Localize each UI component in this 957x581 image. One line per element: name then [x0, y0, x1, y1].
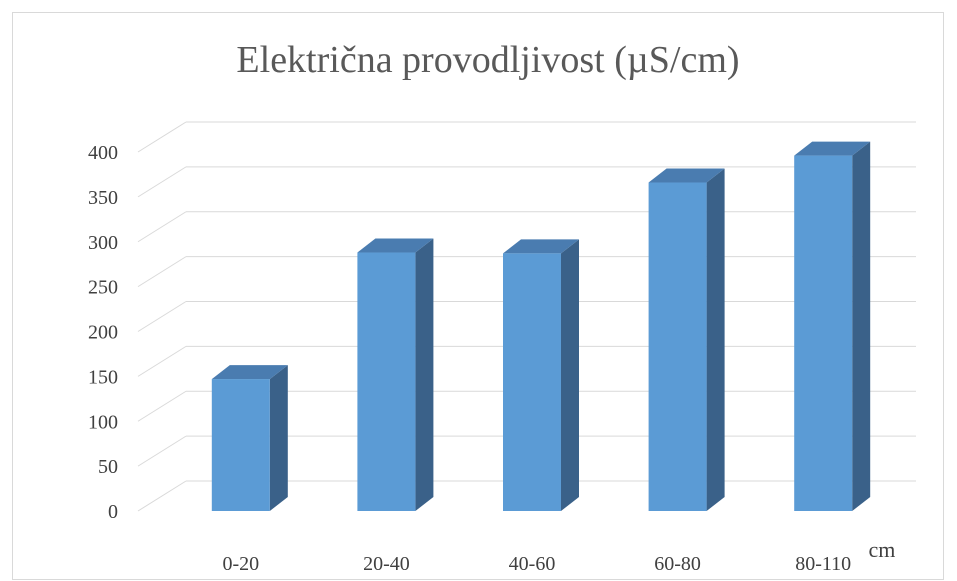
- bar: [211, 365, 288, 511]
- bar-top: [794, 141, 871, 156]
- y-tick-label: 300: [88, 232, 118, 254]
- bar-side: [269, 365, 288, 511]
- y-tick-label: 150: [88, 366, 118, 388]
- gridline-diagonal: [137, 345, 187, 377]
- gridline-diagonal: [137, 211, 187, 243]
- y-tick-label: 400: [88, 142, 118, 164]
- bars: [211, 141, 871, 512]
- bar-front: [211, 379, 270, 511]
- y-axis-ticks: 0 50 100 150 200 250 300 350 400: [88, 142, 118, 523]
- gridline-diagonal: [137, 480, 187, 512]
- bar-front: [357, 252, 416, 511]
- x-tick-label: 80-110: [795, 553, 851, 575]
- bar-top: [211, 365, 288, 380]
- x-tick-label: 0-20: [222, 553, 259, 575]
- x-axis-label: cm: [869, 537, 896, 562]
- gridline-diagonal: [137, 166, 187, 198]
- bar: [648, 168, 725, 511]
- bar: [357, 238, 434, 511]
- x-tick-label: 40-60: [509, 553, 556, 575]
- bar-top: [503, 239, 579, 254]
- chart-title: Električna provodljivost (µS/cm): [236, 39, 739, 81]
- x-axis-ticks: 0-20 20-40 40-60 60-80 80-110: [222, 553, 851, 575]
- bar-front: [503, 253, 561, 512]
- bar-top: [357, 238, 434, 253]
- y-tick-label: 250: [88, 277, 118, 299]
- bar-side: [706, 168, 725, 511]
- bar-side: [415, 238, 434, 511]
- bar-front: [648, 182, 707, 511]
- gridline-diagonal: [137, 256, 187, 288]
- gridline-diagonal: [137, 390, 187, 422]
- gridline-diagonal: [137, 435, 187, 467]
- chart-frame: [12, 12, 944, 580]
- bar-front: [794, 155, 853, 511]
- y-tick-label: 0: [108, 501, 118, 523]
- bar: [503, 239, 579, 512]
- x-tick-label: 20-40: [363, 553, 410, 575]
- y-tick-label: 350: [88, 187, 118, 209]
- y-tick-label: 100: [88, 411, 118, 433]
- gridline-diagonal: [137, 121, 187, 153]
- x-tick-label: 60-80: [654, 553, 701, 575]
- bar-side: [852, 141, 871, 511]
- bar-side: [561, 239, 579, 512]
- y-tick-label: 200: [88, 322, 118, 344]
- y-tick-label: 50: [98, 456, 118, 478]
- gridline-diagonal: [137, 301, 187, 332]
- bar: [794, 141, 871, 511]
- bar-top: [648, 168, 725, 183]
